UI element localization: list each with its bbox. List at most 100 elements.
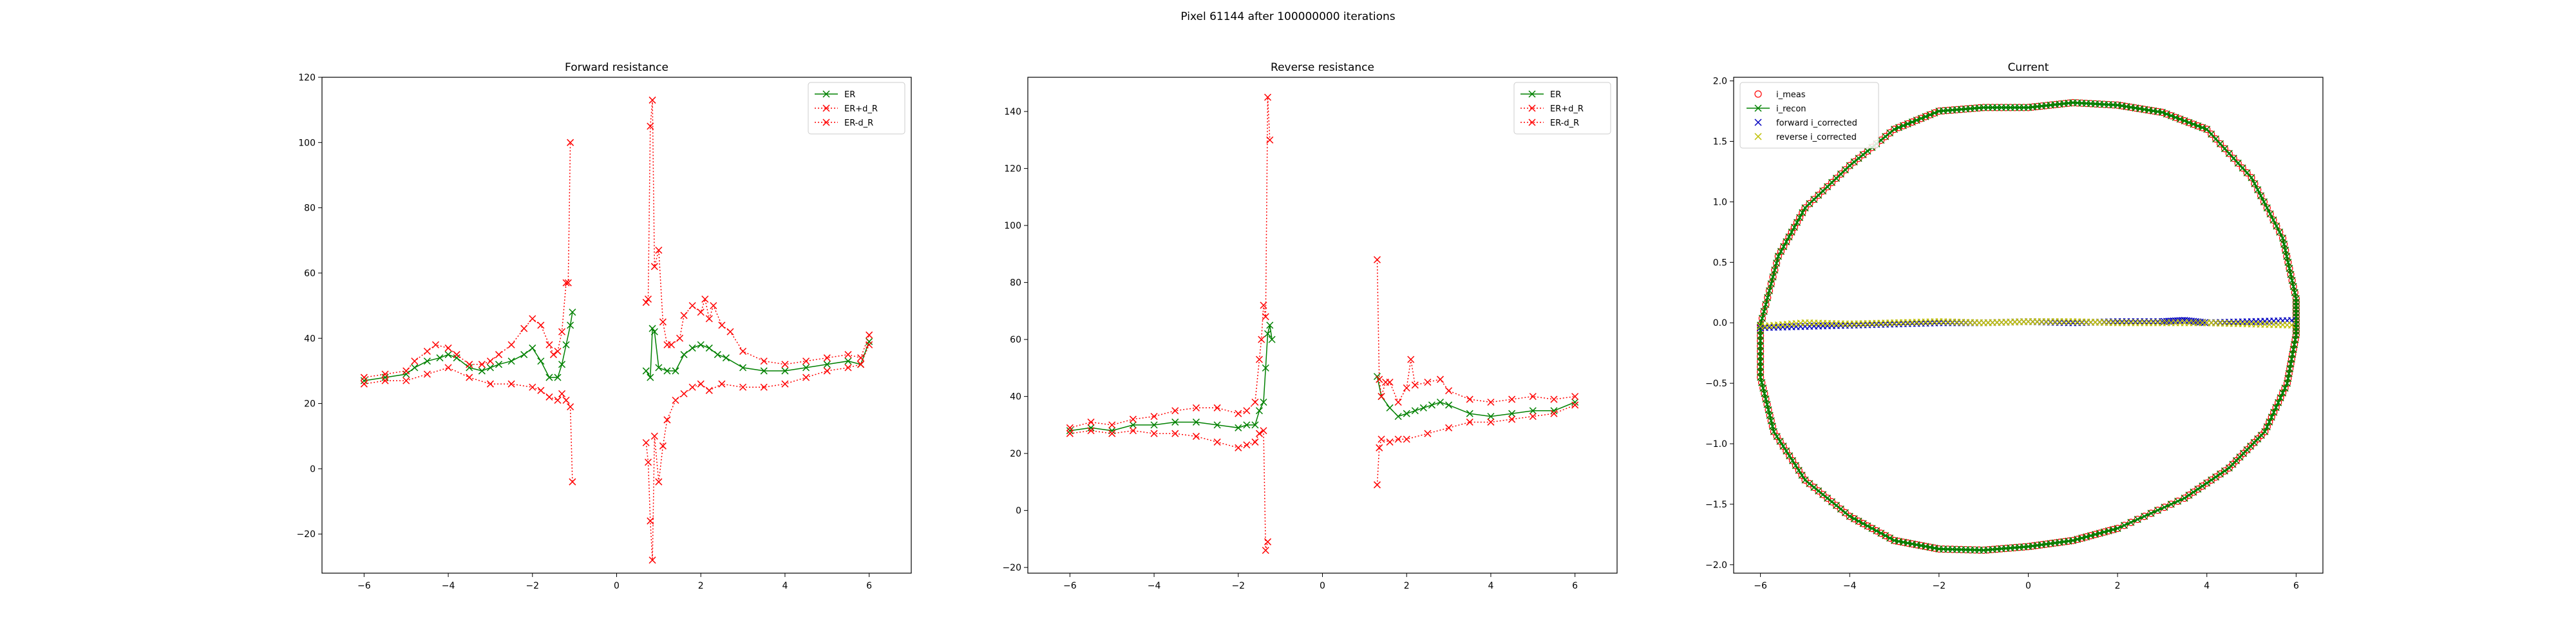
data-point: [1394, 435, 1402, 443]
data-point: [1792, 462, 1799, 469]
data-point: [1766, 412, 1774, 419]
x-tick-label: 6: [866, 581, 872, 591]
data-point: [360, 377, 368, 384]
data-point: [545, 393, 553, 401]
data-point: [649, 96, 656, 104]
data-point: [1855, 517, 1862, 525]
data-point: [781, 380, 789, 388]
data-point: [1837, 505, 1844, 513]
data-point: [2263, 204, 2271, 212]
data-point: [1824, 495, 1832, 502]
data-point: [1171, 430, 1179, 437]
legend-marker: [822, 104, 830, 112]
data-point: [1841, 166, 1849, 174]
data-point: [1066, 424, 1074, 431]
data-point: [2279, 234, 2287, 242]
x-tick-label: −4: [1148, 581, 1161, 591]
data-point: [672, 367, 679, 375]
data-point: [1767, 280, 1775, 288]
y-tick-label: 100: [1004, 221, 1021, 231]
data-point: [659, 318, 667, 326]
data-point: [1823, 183, 1832, 191]
data-point: [697, 380, 705, 388]
data-point: [423, 357, 431, 365]
data-point: [1882, 133, 1889, 140]
data-point: [2266, 418, 2273, 426]
data-point: [1770, 428, 1777, 435]
data-point: [569, 308, 576, 316]
data-point: [1850, 515, 1858, 523]
data-point: [1828, 178, 1836, 186]
data-point: [2221, 467, 2229, 475]
data-point: [2154, 506, 2162, 514]
y-tick-label: −20: [1002, 563, 1021, 573]
y-tick-label: 20: [1010, 449, 1021, 459]
data-point: [1786, 452, 1794, 460]
data-point: [1882, 532, 1889, 540]
data-point: [642, 439, 650, 446]
data-point: [802, 374, 810, 381]
data-point: [1783, 238, 1790, 245]
data-point: [1466, 395, 1473, 403]
data-point: [1793, 218, 1801, 226]
data-point: [647, 374, 654, 381]
series-line: [1070, 97, 1271, 429]
x-tick-label: 0: [2025, 581, 2031, 591]
y-tick-label: 80: [304, 204, 316, 214]
data-point: [655, 246, 663, 254]
data-point: [2283, 252, 2291, 260]
data-point: [2282, 247, 2289, 254]
data-point: [2114, 524, 2121, 533]
legend-marker: [1754, 133, 1762, 140]
data-point: [2176, 115, 2184, 123]
data-point: [1262, 313, 1269, 321]
legend-marker: [1528, 104, 1536, 112]
data-point: [1846, 513, 1853, 520]
data-point: [701, 295, 709, 303]
data-point: [2194, 485, 2202, 493]
series-reverse-i-corrected: [1757, 317, 2296, 330]
data-point: [2203, 479, 2211, 487]
series-line: [364, 142, 571, 378]
data-point: [2185, 118, 2193, 126]
legend-marker: [1754, 118, 1762, 126]
data-point: [1445, 401, 1453, 409]
data-point: [2225, 149, 2233, 157]
x-tick-label: 2: [2115, 581, 2121, 591]
x-tick-label: 0: [1320, 581, 1325, 591]
data-point: [2163, 110, 2170, 118]
data-point: [1891, 536, 1899, 544]
data-point: [2216, 140, 2224, 147]
data-point: [529, 383, 536, 391]
data-point: [1780, 243, 1788, 251]
data-point: [2284, 379, 2291, 387]
data-point: [1763, 401, 1771, 408]
y-tick-label: −20: [296, 529, 316, 540]
data-point: [2167, 500, 2175, 508]
data-point: [722, 354, 730, 362]
legend-label: ER: [844, 90, 855, 100]
data-point: [2181, 495, 2188, 502]
y-tick-label: 120: [298, 73, 316, 83]
data-point: [857, 361, 865, 368]
data-point: [1424, 378, 1432, 386]
data-point: [495, 351, 503, 359]
data-point: [1266, 136, 1274, 144]
data-point: [760, 367, 768, 375]
data-point: [1487, 413, 1495, 421]
data-point: [2201, 319, 2208, 327]
series-er: [1066, 321, 1579, 435]
data-point: [2087, 532, 2095, 540]
data-point: [1411, 381, 1419, 389]
data-point: [2289, 283, 2297, 290]
data-point: [1262, 547, 1269, 554]
data-point: [680, 390, 688, 397]
data-point: [1855, 155, 1862, 162]
data-point: [866, 341, 873, 348]
data-point: [507, 357, 515, 365]
data-point: [676, 334, 684, 342]
data-point: [2127, 518, 2135, 526]
data-point: [1213, 404, 1221, 412]
legend-label: ER+d_R: [1550, 104, 1584, 114]
